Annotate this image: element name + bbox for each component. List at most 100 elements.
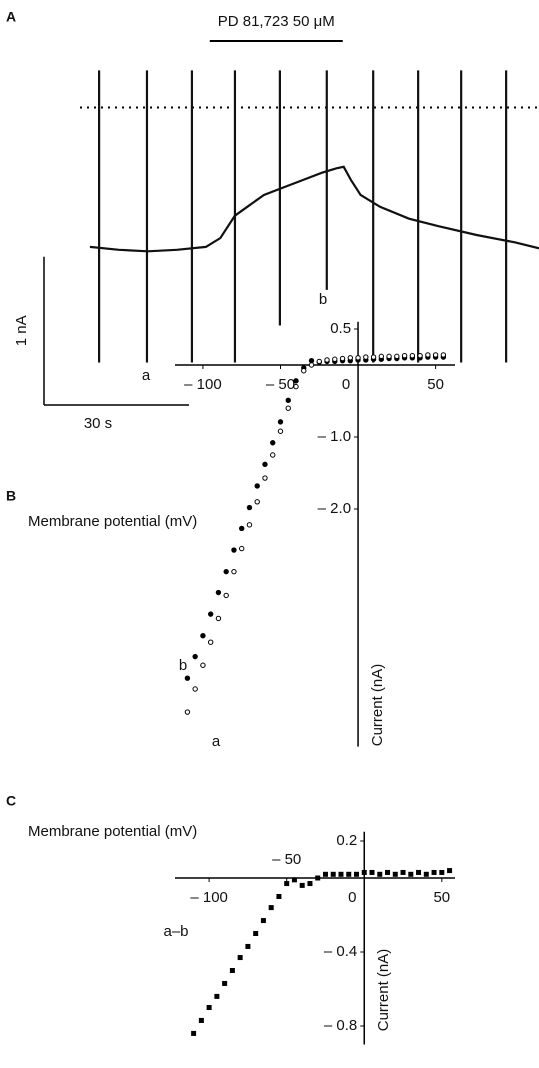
x-tick-label: – 100 xyxy=(184,376,222,393)
data-point xyxy=(377,871,383,877)
data-point xyxy=(215,615,222,622)
data-point xyxy=(401,352,408,359)
data-point xyxy=(277,428,284,434)
data-point xyxy=(253,931,259,936)
data-point xyxy=(299,882,305,888)
data-point xyxy=(200,662,206,668)
data-point xyxy=(192,686,198,692)
x-axis-title: Membrane potential (mV) xyxy=(28,513,197,530)
data-point xyxy=(192,653,198,660)
x-tick-label: – 100 xyxy=(190,889,228,906)
panel-letter: A xyxy=(6,9,16,25)
data-point xyxy=(409,352,416,359)
y-tick-label: – 2.0 xyxy=(318,500,351,517)
data-point xyxy=(385,869,391,875)
data-point xyxy=(184,675,191,681)
data-point xyxy=(346,871,352,877)
data-point xyxy=(416,869,422,875)
y-axis-title: Current (nA) xyxy=(369,664,386,747)
data-point xyxy=(229,968,235,973)
data-point xyxy=(417,352,423,359)
data-point xyxy=(330,871,336,877)
data-point xyxy=(200,633,206,639)
scale-label-y: 1 nA xyxy=(13,315,30,346)
series-label: b xyxy=(179,657,187,674)
data-point xyxy=(223,568,229,575)
data-point xyxy=(260,918,266,924)
data-point xyxy=(363,354,369,360)
data-point xyxy=(191,1030,197,1036)
data-point xyxy=(254,483,260,489)
data-point xyxy=(400,869,406,875)
y-tick-label: 0.2 xyxy=(336,832,357,849)
data-point xyxy=(237,955,243,961)
data-point xyxy=(198,1017,204,1023)
data-point xyxy=(386,353,392,360)
current-trace xyxy=(89,165,539,253)
data-point xyxy=(184,709,191,715)
data-point xyxy=(307,881,313,887)
data-point xyxy=(447,868,453,874)
data-point xyxy=(245,943,251,949)
data-point xyxy=(285,405,291,411)
data-point xyxy=(322,871,328,877)
data-point xyxy=(353,871,359,877)
data-point xyxy=(270,452,276,458)
x-tick-label: 50 xyxy=(433,889,450,906)
trace-annotation: a xyxy=(142,367,151,384)
data-point xyxy=(239,545,245,552)
trace-annotation: b xyxy=(319,291,327,308)
data-point xyxy=(214,993,220,999)
data-point xyxy=(246,504,253,511)
panel-letter: C xyxy=(6,793,16,809)
data-point xyxy=(332,356,338,362)
data-point xyxy=(277,419,284,425)
data-point xyxy=(355,355,361,361)
x-tick-label: – 50 xyxy=(266,376,295,393)
data-point xyxy=(338,871,344,877)
data-point xyxy=(392,871,398,877)
data-point xyxy=(347,355,353,361)
data-point xyxy=(276,894,282,899)
x-tick-label: 0 xyxy=(348,889,356,906)
data-point xyxy=(231,568,237,575)
data-point xyxy=(270,440,276,446)
data-point xyxy=(293,383,299,390)
data-point xyxy=(308,362,315,368)
data-point xyxy=(425,352,431,358)
series-label: a–b xyxy=(163,923,188,940)
data-point xyxy=(268,905,274,911)
data-point xyxy=(301,368,307,374)
x-tick-label: – 50 xyxy=(272,851,301,868)
data-point xyxy=(207,639,214,645)
data-point xyxy=(432,352,439,358)
data-point xyxy=(408,871,414,877)
x-tick-label: 0 xyxy=(342,376,350,393)
data-point xyxy=(206,1005,212,1010)
data-point xyxy=(361,869,367,875)
y-tick-label: – 1.0 xyxy=(318,428,351,445)
panel-letter: B xyxy=(6,488,16,504)
data-point xyxy=(285,397,291,403)
x-tick-label: 50 xyxy=(427,376,444,393)
data-point xyxy=(370,354,377,360)
data-point xyxy=(239,525,245,532)
data-point xyxy=(254,499,260,505)
y-tick-label: – 0.4 xyxy=(324,943,357,960)
data-point xyxy=(324,357,330,363)
data-point xyxy=(440,352,447,358)
data-point xyxy=(246,522,253,528)
x-axis-title: Membrane potential (mV) xyxy=(28,823,197,840)
data-point xyxy=(308,357,315,364)
data-point xyxy=(262,475,268,481)
drug-label: PD 81,723 50 μM xyxy=(218,13,335,30)
scale-label-x: 30 s xyxy=(84,415,112,432)
data-point xyxy=(284,881,290,887)
y-axis-title: Current (nA) xyxy=(375,949,392,1032)
data-point xyxy=(431,869,437,875)
data-point xyxy=(215,589,222,596)
data-point xyxy=(293,378,299,384)
data-point xyxy=(315,875,321,881)
